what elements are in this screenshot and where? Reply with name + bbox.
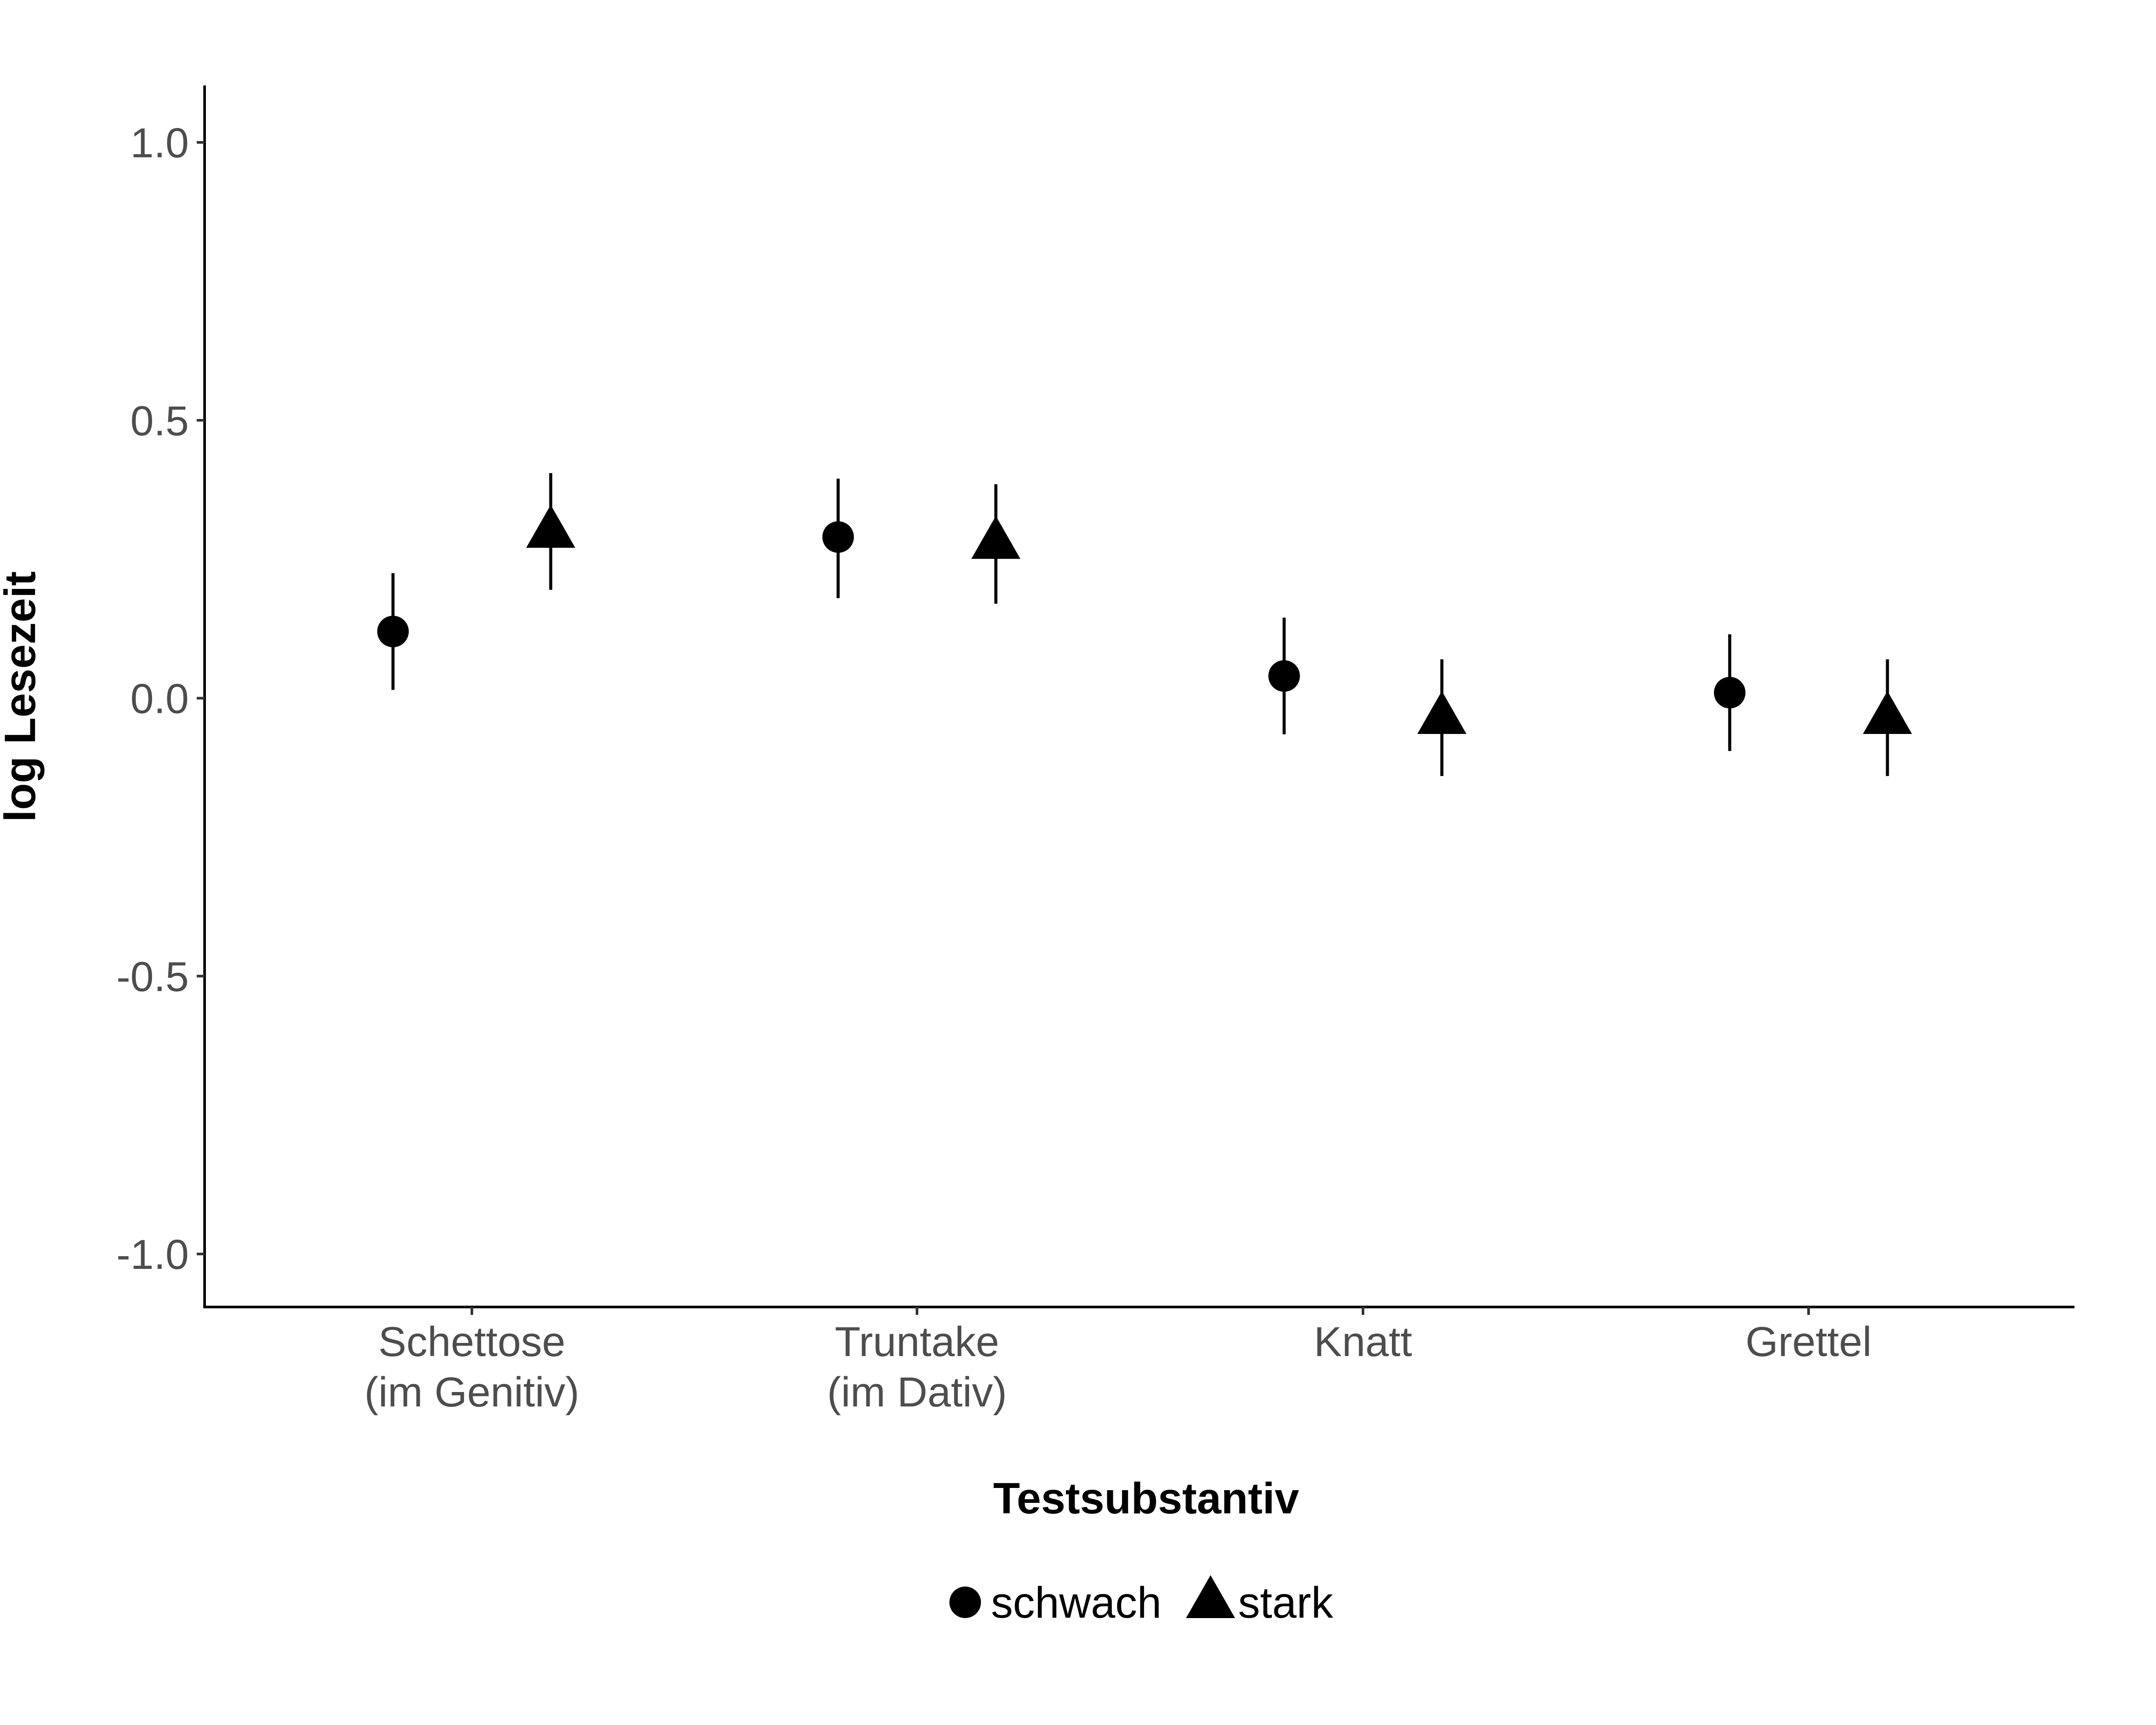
y-ticks: -1.0 -0.5 0.0 0.5 1.0 [117,120,205,1278]
point-stark [526,505,575,548]
point-stark [971,516,1020,559]
data-marks [377,473,1912,776]
y-axis-title: log Lesezeit [0,571,45,822]
x-tick-label: (im Genitiv) [365,1369,580,1416]
point-schwach [377,616,409,648]
legend-label-schwach: schwach [991,1578,1161,1627]
x-tick-label: Knatt [1314,1318,1412,1365]
y-tick-label: -0.5 [117,953,189,1000]
legend-label-stark: stark [1238,1578,1334,1627]
x-ticks: Schettose(im Genitiv) Truntake(im Dativ) K… [365,1307,1872,1416]
x-tick-label: Schettose [379,1318,566,1365]
x-tick-label: Truntake [835,1318,999,1365]
legend-key-schwach [949,1587,981,1618]
point-schwach [1714,677,1745,708]
legend: schwach stark [949,1575,1334,1627]
axes [203,85,2075,1308]
point-schwach [1268,660,1300,692]
y-tick-label: 0.5 [131,397,189,444]
point-schwach [822,521,854,553]
y-tick-label: 0.0 [131,676,189,723]
y-tick-label: -1.0 [117,1231,189,1278]
point-stark [1417,691,1466,734]
x-tick-label: Grettel [1745,1318,1872,1365]
x-tick-label: (im Dativ) [827,1369,1007,1416]
point-stark [1863,691,1912,734]
legend-key-stark [1186,1575,1235,1618]
y-tick-label: 1.0 [131,120,189,166]
x-axis-title: Testsubstantiv [993,1474,1299,1523]
